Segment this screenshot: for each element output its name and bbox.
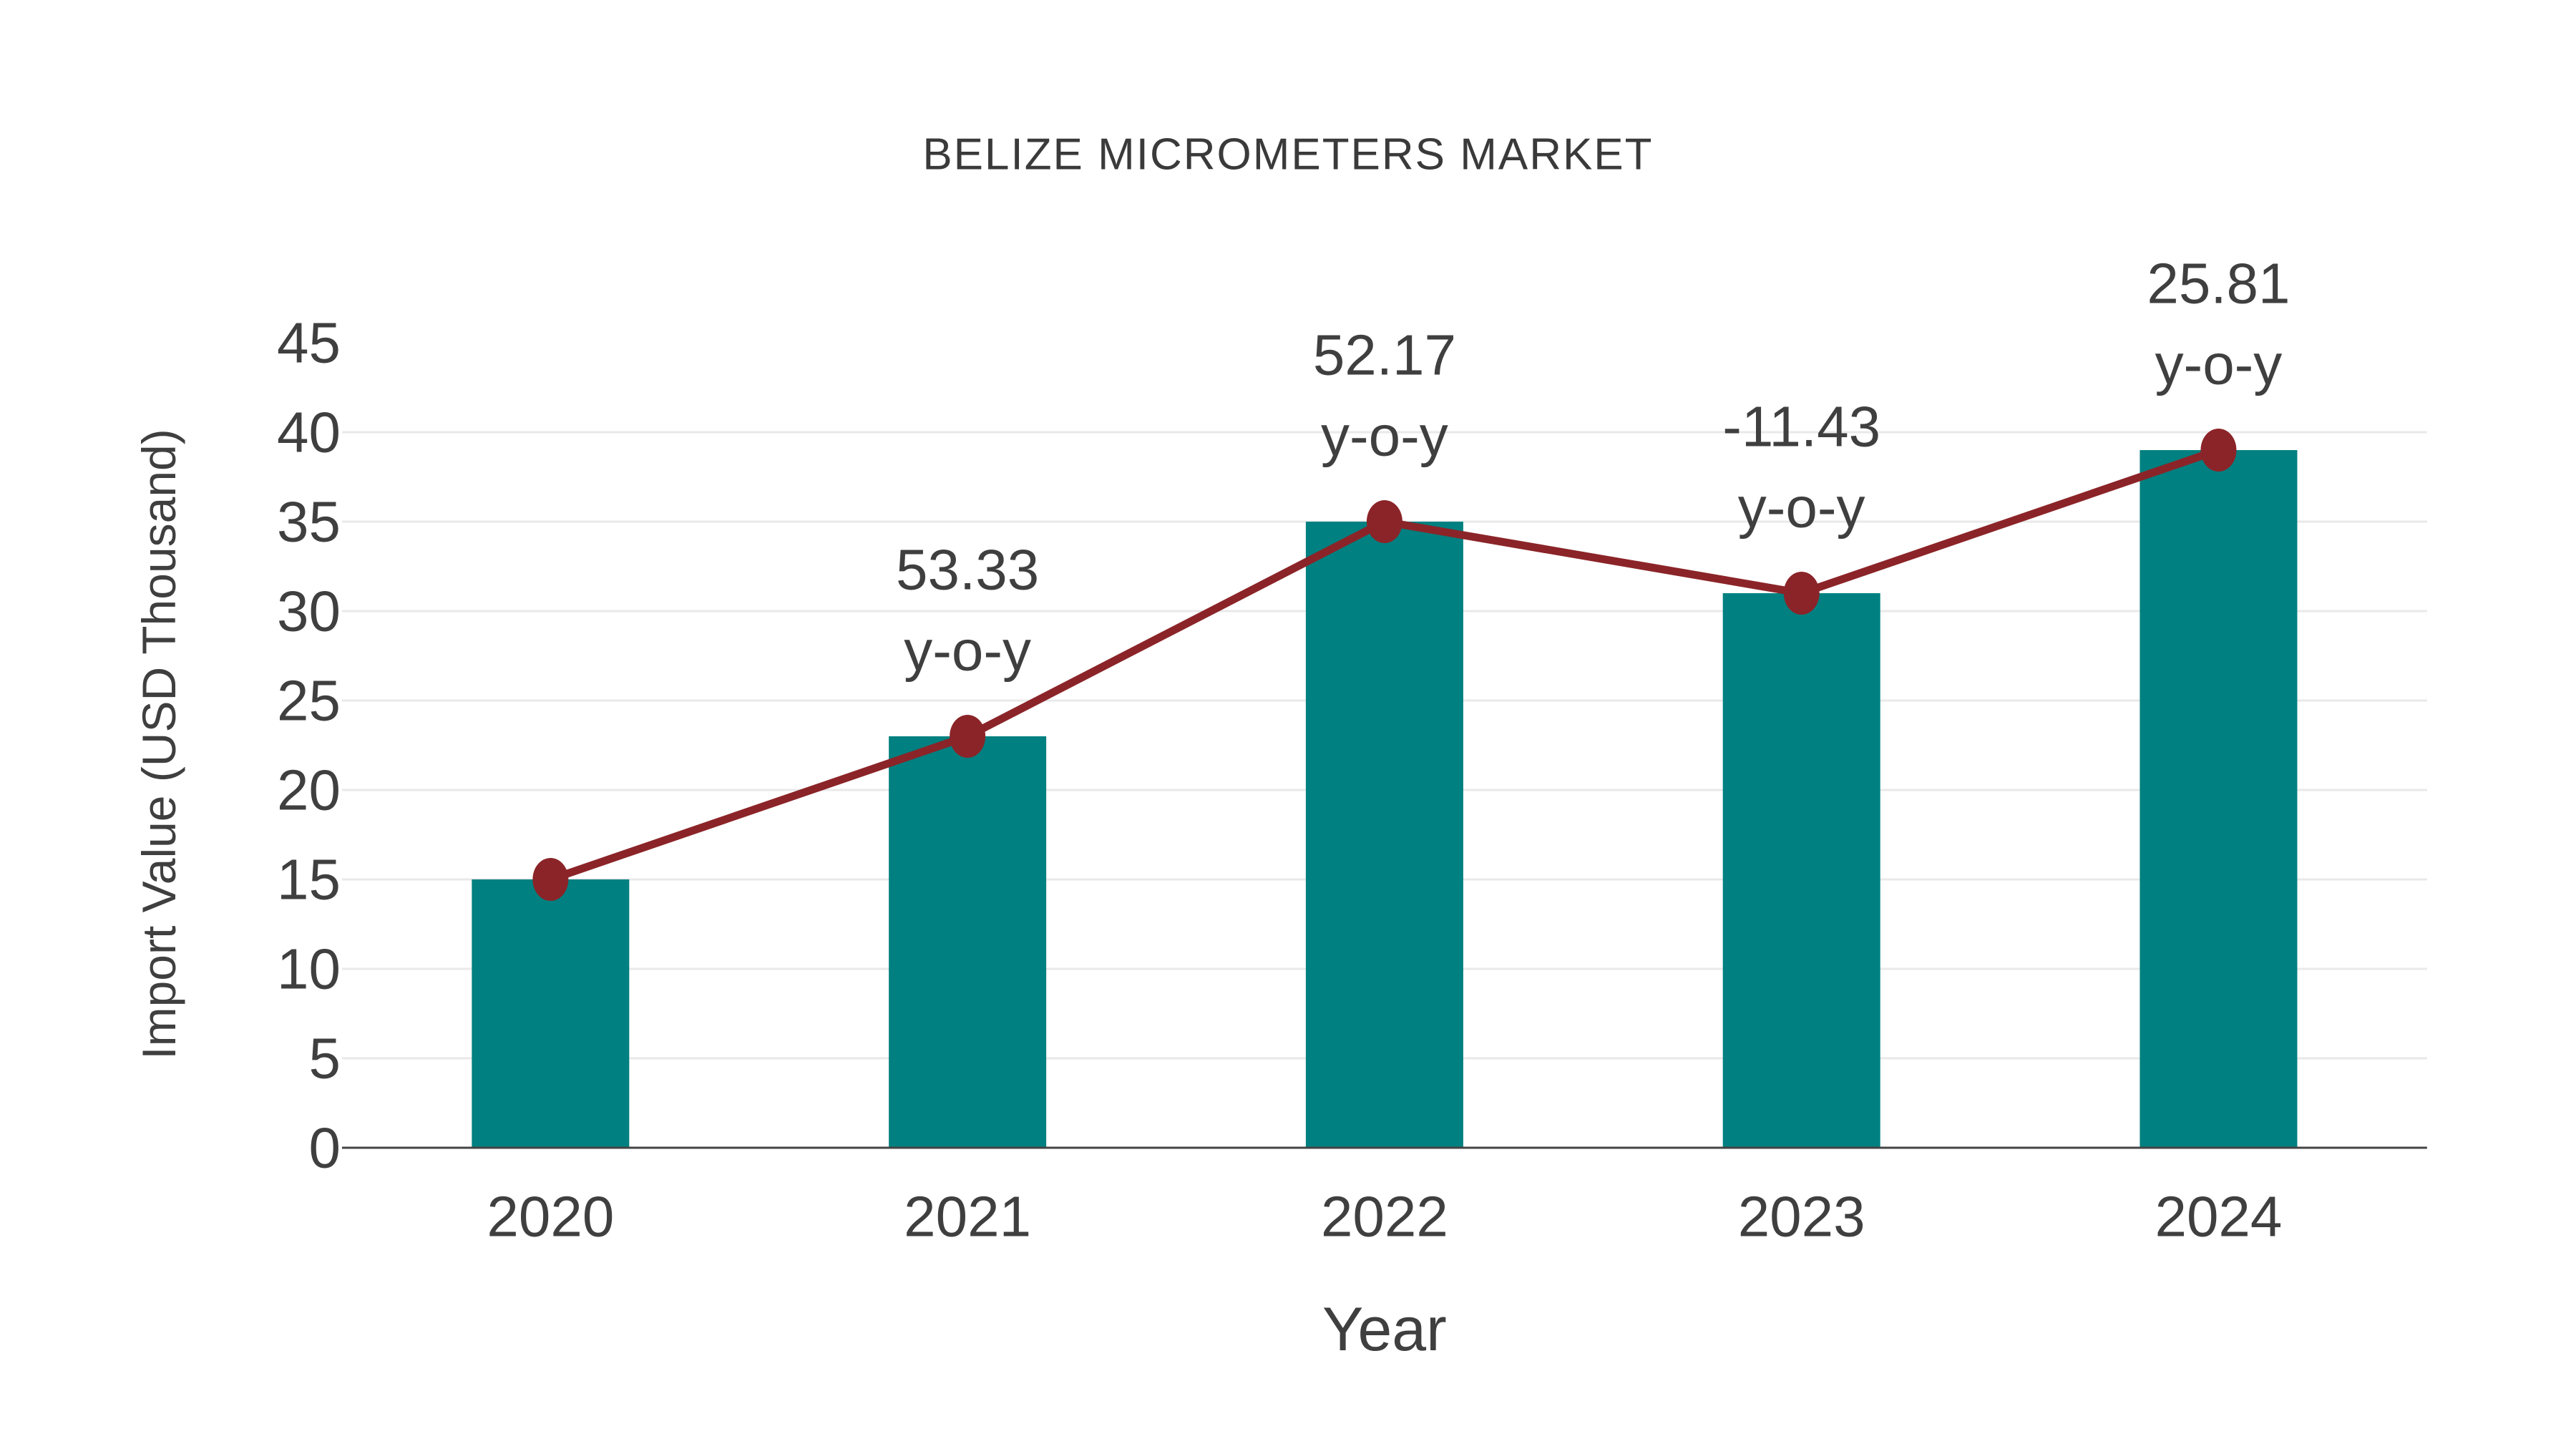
annotation-value-2022: 52.17 — [1313, 323, 1456, 387]
marker-2023 — [1783, 572, 1820, 615]
y-tick-labels: 0 5 10 15 20 25 30 35 40 45 — [277, 311, 341, 1180]
y-tick-label-10: 10 — [277, 937, 341, 1000]
annotation-suffix-2023: y-o-y — [1738, 476, 1865, 540]
marker-2021 — [950, 715, 986, 758]
chart-title: BELIZE MICROMETERS MARKET — [922, 130, 1653, 180]
x-tick-label-2023: 2023 — [1738, 1184, 1865, 1248]
x-tick-labels: 2020 2021 2022 2023 2024 — [487, 1184, 2282, 1248]
x-axis-title: Year — [1322, 1295, 1447, 1364]
annotation-value-2021: 53.33 — [896, 538, 1039, 602]
annotation-value-2024: 25.81 — [2147, 252, 2290, 316]
bar-2022 — [1305, 522, 1463, 1148]
annotations-layer: 53.33 y-o-y 52.17 y-o-y -11.43 y-o-y 25.81 y-o-… — [896, 252, 2290, 683]
x-tick-label-2022: 2022 — [1321, 1184, 1448, 1248]
marker-2020 — [532, 857, 569, 901]
annotation-suffix-2022: y-o-y — [1321, 404, 1448, 468]
y-tick-label-35: 35 — [277, 490, 341, 554]
y-tick-label-15: 15 — [277, 847, 341, 911]
y-tick-label-45: 45 — [277, 311, 341, 375]
annotation-suffix-2021: y-o-y — [904, 619, 1031, 683]
annotation-suffix-2024: y-o-y — [2155, 333, 2283, 396]
y-tick-label-40: 40 — [277, 401, 341, 464]
bar-2021 — [889, 736, 1047, 1148]
x-tick-label-2020: 2020 — [487, 1184, 614, 1248]
bar-2023 — [1722, 593, 1880, 1148]
y-axis-title: Import Value (USD Thousand) — [132, 429, 185, 1059]
y-tick-label-30: 30 — [277, 580, 341, 643]
marker-2022 — [1366, 500, 1402, 544]
annotation-value-2023: -11.43 — [1722, 395, 1880, 459]
bars-layer — [472, 450, 2298, 1148]
y-tick-label-0: 0 — [309, 1116, 341, 1179]
y-tick-label-20: 20 — [277, 758, 341, 821]
bar-2020 — [472, 879, 630, 1148]
x-tick-label-2021: 2021 — [904, 1184, 1031, 1248]
marker-2024 — [2200, 429, 2237, 472]
markers-layer — [532, 429, 2237, 901]
x-tick-label-2024: 2024 — [2155, 1184, 2283, 1248]
y-tick-label-25: 25 — [277, 669, 341, 733]
bar-2024 — [2140, 450, 2298, 1148]
y-tick-label-5: 5 — [309, 1026, 341, 1090]
